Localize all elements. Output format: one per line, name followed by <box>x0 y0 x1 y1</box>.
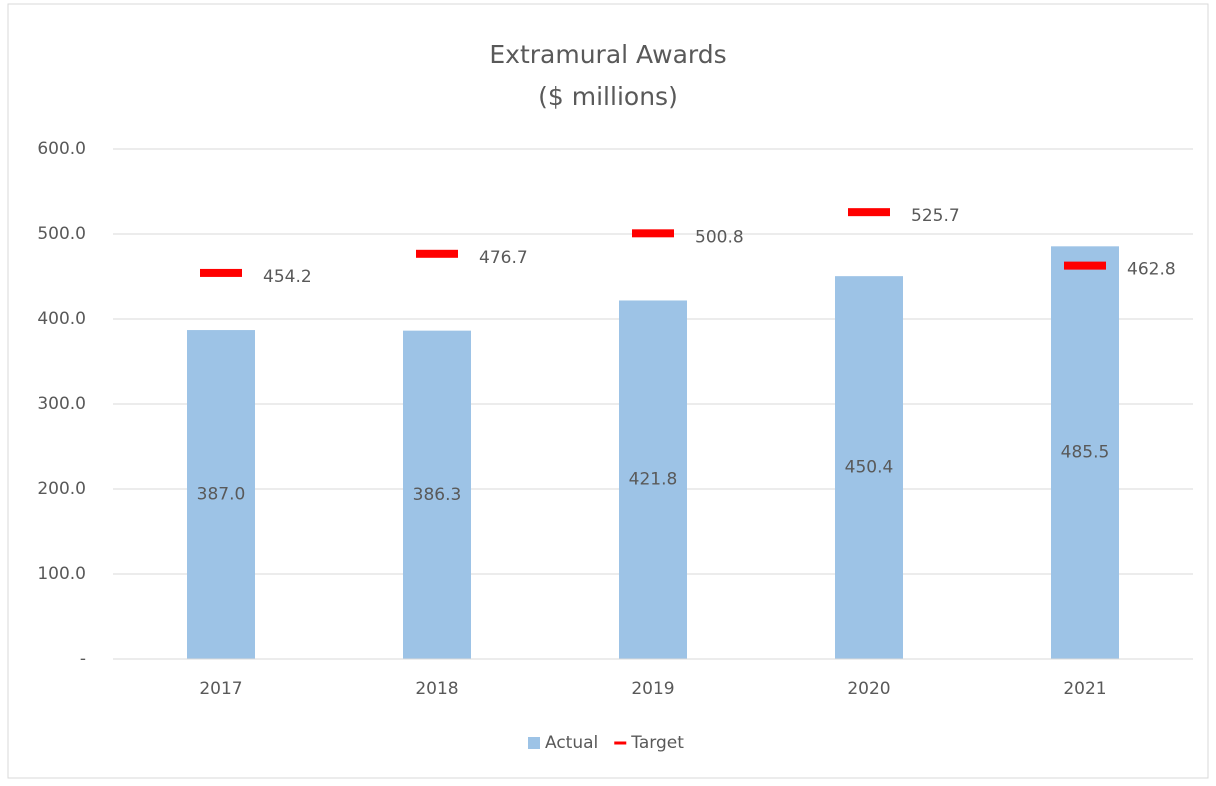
target-value-label: 462.8 <box>1127 260 1176 280</box>
y-tick-label: 200.0 <box>37 479 86 499</box>
legend-label: Target <box>630 733 684 753</box>
legend-swatch <box>614 741 627 745</box>
bar-value-label: 386.3 <box>413 485 462 505</box>
target-marker <box>1064 261 1106 270</box>
legend-label: Actual <box>545 733 598 753</box>
chart-subtitle: ($ millions) <box>538 82 678 111</box>
bar-value-label: 485.5 <box>1061 443 1110 463</box>
x-tick-label: 2020 <box>847 679 890 699</box>
y-tick-label: 600.0 <box>37 139 86 159</box>
target-marker <box>200 268 242 277</box>
target-value-label: 500.8 <box>695 227 744 247</box>
bar <box>403 330 471 659</box>
bar-value-label: 387.0 <box>197 485 246 505</box>
y-tick-label: 500.0 <box>37 224 86 244</box>
x-tick-label: 2021 <box>1063 679 1106 699</box>
bar <box>1051 246 1119 659</box>
bar <box>187 330 255 659</box>
chart-title: Extramural Awards <box>489 40 726 69</box>
x-tick-label: 2018 <box>415 679 458 699</box>
target-value-label: 525.7 <box>911 206 960 226</box>
bar <box>619 300 687 659</box>
y-tick-label: 400.0 <box>37 309 86 329</box>
bar <box>835 276 903 659</box>
target-marker <box>632 229 674 238</box>
x-tick-label: 2017 <box>199 679 242 699</box>
target-value-label: 476.7 <box>479 248 528 268</box>
x-tick-label: 2019 <box>631 679 674 699</box>
bar-value-label: 450.4 <box>845 458 894 478</box>
target-value-label: 454.2 <box>263 267 312 287</box>
target-marker <box>848 208 890 217</box>
y-tick-label: - <box>80 649 86 669</box>
target-marker <box>416 249 458 258</box>
legend-swatch <box>528 737 540 749</box>
bar-value-label: 421.8 <box>629 470 678 490</box>
y-tick-label: 300.0 <box>37 394 86 414</box>
y-tick-label: 100.0 <box>37 564 86 584</box>
